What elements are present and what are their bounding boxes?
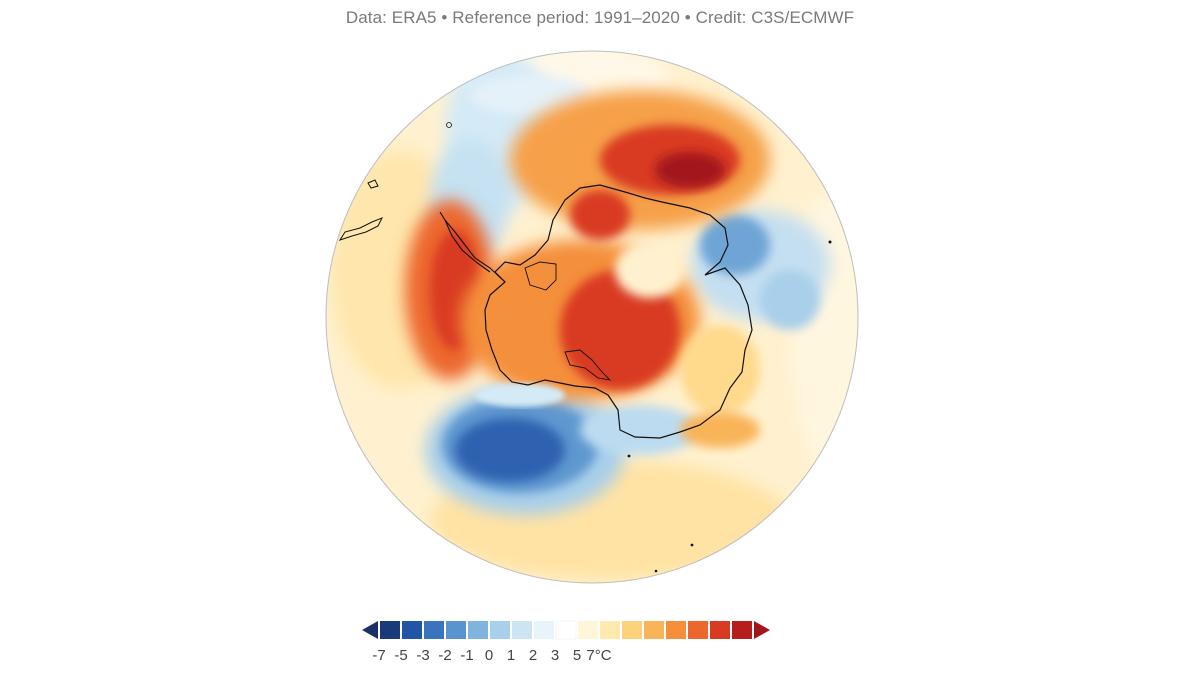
legend-swatch — [644, 621, 664, 639]
antarctica-coastline — [484, 184, 753, 439]
globe-outline — [325, 50, 859, 584]
ice-shelf-west — [524, 261, 557, 291]
south-america-tip — [338, 217, 384, 241]
legend-bar — [362, 620, 770, 640]
legend-tick-label: 2 — [528, 647, 538, 664]
legend-swatch — [446, 621, 466, 639]
falklands — [367, 179, 379, 189]
legend-swatch — [688, 621, 708, 639]
antarctic-peninsula — [439, 211, 506, 283]
legend-swatch — [622, 621, 642, 639]
legend-tick-label: -7 — [372, 647, 386, 664]
island-marker — [627, 454, 631, 458]
legend-swatch — [468, 621, 488, 639]
legend-swatch — [666, 621, 686, 639]
legend-tick-label: -2 — [438, 647, 452, 664]
legend-swatch — [555, 620, 577, 640]
legend-swatch — [732, 621, 752, 639]
credit-line: Data: ERA5 • Reference period: 1991–2020… — [345, 8, 855, 27]
color-legend: -7 -5 -3 -2 -1 0 1 2 3 5 7°C — [360, 616, 840, 666]
ice-shelf-east — [564, 349, 612, 381]
anomaly-field — [326, 51, 858, 583]
island-marker — [690, 543, 694, 547]
legend-swatch — [512, 621, 532, 639]
legend-tick-label: -3 — [416, 647, 430, 664]
legend-arrow-right — [754, 621, 770, 639]
island-marker — [654, 569, 658, 573]
legend-swatch — [402, 621, 422, 639]
legend-tick-label: -5 — [394, 647, 408, 664]
island-marker — [828, 240, 832, 244]
legend-tick-label: 1 — [506, 647, 516, 664]
legend-tick-label: 7°C — [586, 647, 612, 664]
legend-swatch — [490, 621, 510, 639]
legend-tick-label: 5 — [572, 647, 582, 664]
legend-swatch — [424, 621, 444, 639]
legend-swatch — [578, 621, 598, 639]
island-marker — [446, 122, 452, 128]
legend-swatch — [710, 621, 730, 639]
legend-tick-label: 3 — [550, 647, 560, 664]
legend-swatch — [600, 621, 620, 639]
legend-tick-label: 0 — [484, 647, 494, 664]
legend-tick-label: -1 — [460, 647, 474, 664]
legend-arrow-left — [362, 621, 378, 639]
legend-swatch — [534, 621, 554, 639]
legend-swatch — [380, 621, 400, 639]
